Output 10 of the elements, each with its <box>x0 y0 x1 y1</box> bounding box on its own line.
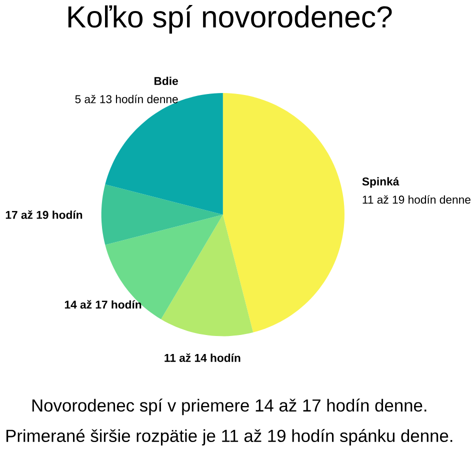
slice-label: Bdie <box>154 76 178 86</box>
text: 5 až 13 hodín denne <box>75 94 178 104</box>
text: 11 až 19 hodín denne <box>362 195 470 204</box>
slice-label: Spinká <box>362 177 400 188</box>
chart-title: Koľko spí novorodenec? <box>68 5 392 34</box>
slice-label: 11 až 14 hodín <box>164 354 240 362</box>
text: Primerané širšie rozpätie je 11 až 19 hodín spánku denne. <box>6 429 452 446</box>
slice-label: 14 až 17 hodín <box>64 300 142 309</box>
text: Novorodenec spí v priemere 14 až 17 hodín denne. <box>32 398 426 416</box>
slice-label: 17 až 19 hodín <box>6 210 82 220</box>
